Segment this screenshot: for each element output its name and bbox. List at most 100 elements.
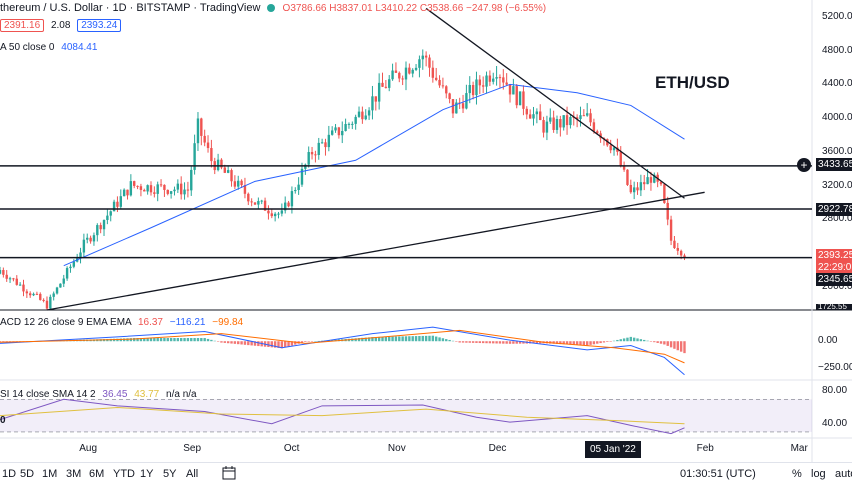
candle-body: [609, 145, 612, 151]
candle-body: [206, 142, 210, 149]
macd-histogram-bar: [656, 341, 659, 343]
calendar-range-icon[interactable]: [222, 466, 236, 483]
add-alert-icon[interactable]: +: [797, 158, 811, 172]
macd-histogram-bar: [250, 341, 253, 346]
range-button-1d[interactable]: 1D: [2, 468, 17, 480]
macd-legend[interactable]: ACD 12 26 close 9 EMA EMA 16.37 −116.21 …: [0, 317, 243, 328]
candle-body: [22, 284, 25, 292]
candle-body: [502, 77, 505, 83]
macd-histogram-bar: [502, 341, 505, 344]
macd-histogram-bar: [673, 341, 676, 349]
candle-body: [102, 220, 106, 230]
macd-histogram-bar: [273, 341, 277, 348]
candle-body: [169, 191, 173, 194]
candle-body: [89, 237, 92, 242]
ma-legend[interactable]: A 50 close 0 4084.41: [0, 42, 97, 53]
macd-histogram-bar: [196, 338, 200, 342]
time-axis-label: Sep: [183, 443, 202, 454]
log-toggle[interactable]: log: [811, 468, 826, 480]
rsi-value-3: n/a n/a: [166, 389, 197, 400]
candle-body: [257, 200, 260, 205]
range-button-5d[interactable]: 5D: [20, 468, 35, 480]
candle-body: [2, 270, 5, 275]
macd-histogram-bar: [653, 341, 656, 343]
macd-value-1: 16.37: [137, 317, 163, 328]
macd-histogram-bar: [626, 337, 629, 342]
macd-histogram-bar: [575, 341, 579, 345]
candle-body: [106, 215, 109, 221]
range-button-5y[interactable]: 5Y: [163, 468, 177, 480]
macd-histogram-bar: [277, 341, 280, 348]
range-button-1y[interactable]: 1Y: [140, 468, 154, 480]
ask-box[interactable]: 2393.24: [77, 19, 122, 32]
candle-body: [65, 268, 69, 279]
macd-histogram-bar: [683, 341, 686, 354]
macd-histogram-bar: [572, 341, 575, 345]
macd-name: ACD 12 26 close 9 EMA EMA: [0, 317, 132, 328]
price-countdown: 22:29:0: [816, 261, 852, 274]
macd-histogram-bar: [441, 338, 445, 342]
candle-body: [79, 252, 82, 259]
range-button-all[interactable]: All: [186, 468, 199, 480]
macd-histogram-bar: [401, 336, 404, 342]
candle-body: [646, 177, 649, 185]
macd-histogram-bar: [354, 338, 357, 342]
candle-body: [334, 127, 337, 131]
range-button-1m[interactable]: 1M: [42, 468, 58, 480]
candle-body: [408, 67, 411, 74]
price-axis-label: 4000.00: [822, 112, 852, 124]
macd-histogram-bar: [599, 341, 602, 344]
candle-body: [354, 116, 357, 124]
price-axis-label: 3200.00: [822, 179, 852, 191]
chart-canvas: [0, 0, 852, 462]
candle-body: [112, 201, 116, 212]
candle-body: [190, 169, 193, 191]
macd-histogram-bar: [522, 341, 525, 344]
range-button-ytd[interactable]: YTD: [113, 468, 135, 480]
macd-histogram-bar: [485, 341, 488, 344]
macd-histogram-bar: [421, 335, 424, 342]
macd-histogram-bar: [458, 341, 461, 343]
candle-body: [277, 213, 280, 215]
bid-box[interactable]: 2391.16: [0, 19, 45, 32]
macd-histogram-bar: [532, 341, 535, 344]
range-button-6m[interactable]: 6M: [89, 468, 105, 480]
macd-histogram-bar: [616, 339, 619, 342]
macd-signal-line: [0, 329, 685, 364]
candle-body: [643, 182, 646, 185]
candle-body: [237, 180, 240, 187]
candle-body: [515, 86, 518, 106]
candle-body: [122, 189, 126, 197]
candle-body: [294, 189, 297, 192]
macd-histogram-bar: [508, 341, 512, 344]
macd-histogram-bar: [257, 341, 260, 347]
candle-body: [136, 185, 139, 187]
candle-body: [649, 177, 653, 183]
candle-body: [116, 201, 119, 207]
macd-value-3: −99.84: [212, 317, 244, 328]
macd-histogram-bar: [371, 337, 374, 342]
auto-toggle[interactable]: auto: [835, 468, 852, 480]
candle-body: [673, 240, 676, 249]
candle-body: [401, 78, 404, 80]
clock-readout[interactable]: 01:30:51 (UTC): [680, 468, 756, 480]
candle-body: [270, 213, 273, 217]
rsi-corner-label: 0: [0, 415, 6, 426]
macd-histogram-bar: [300, 341, 304, 343]
time-axis-label: Dec: [488, 443, 507, 454]
candle-body: [263, 200, 267, 211]
candle-body: [596, 131, 599, 134]
rsi-legend[interactable]: SI 14 close SMA 14 2 36.45 43.77 n/a n/a: [0, 389, 197, 400]
macd-histogram-bar: [505, 341, 508, 344]
macd-histogram-bar: [237, 341, 240, 345]
candle-body: [203, 135, 206, 143]
range-button-3m[interactable]: 3M: [66, 468, 82, 480]
price-axis-label: 2000.00: [822, 280, 852, 292]
macd-histogram-bar: [663, 341, 666, 345]
candle-body: [297, 184, 300, 190]
candle-body: [512, 86, 515, 95]
candle-body: [230, 170, 233, 182]
percent-toggle[interactable]: %: [792, 468, 802, 480]
macd-axis-label: −250.00: [818, 362, 852, 374]
candle-body: [55, 287, 59, 294]
